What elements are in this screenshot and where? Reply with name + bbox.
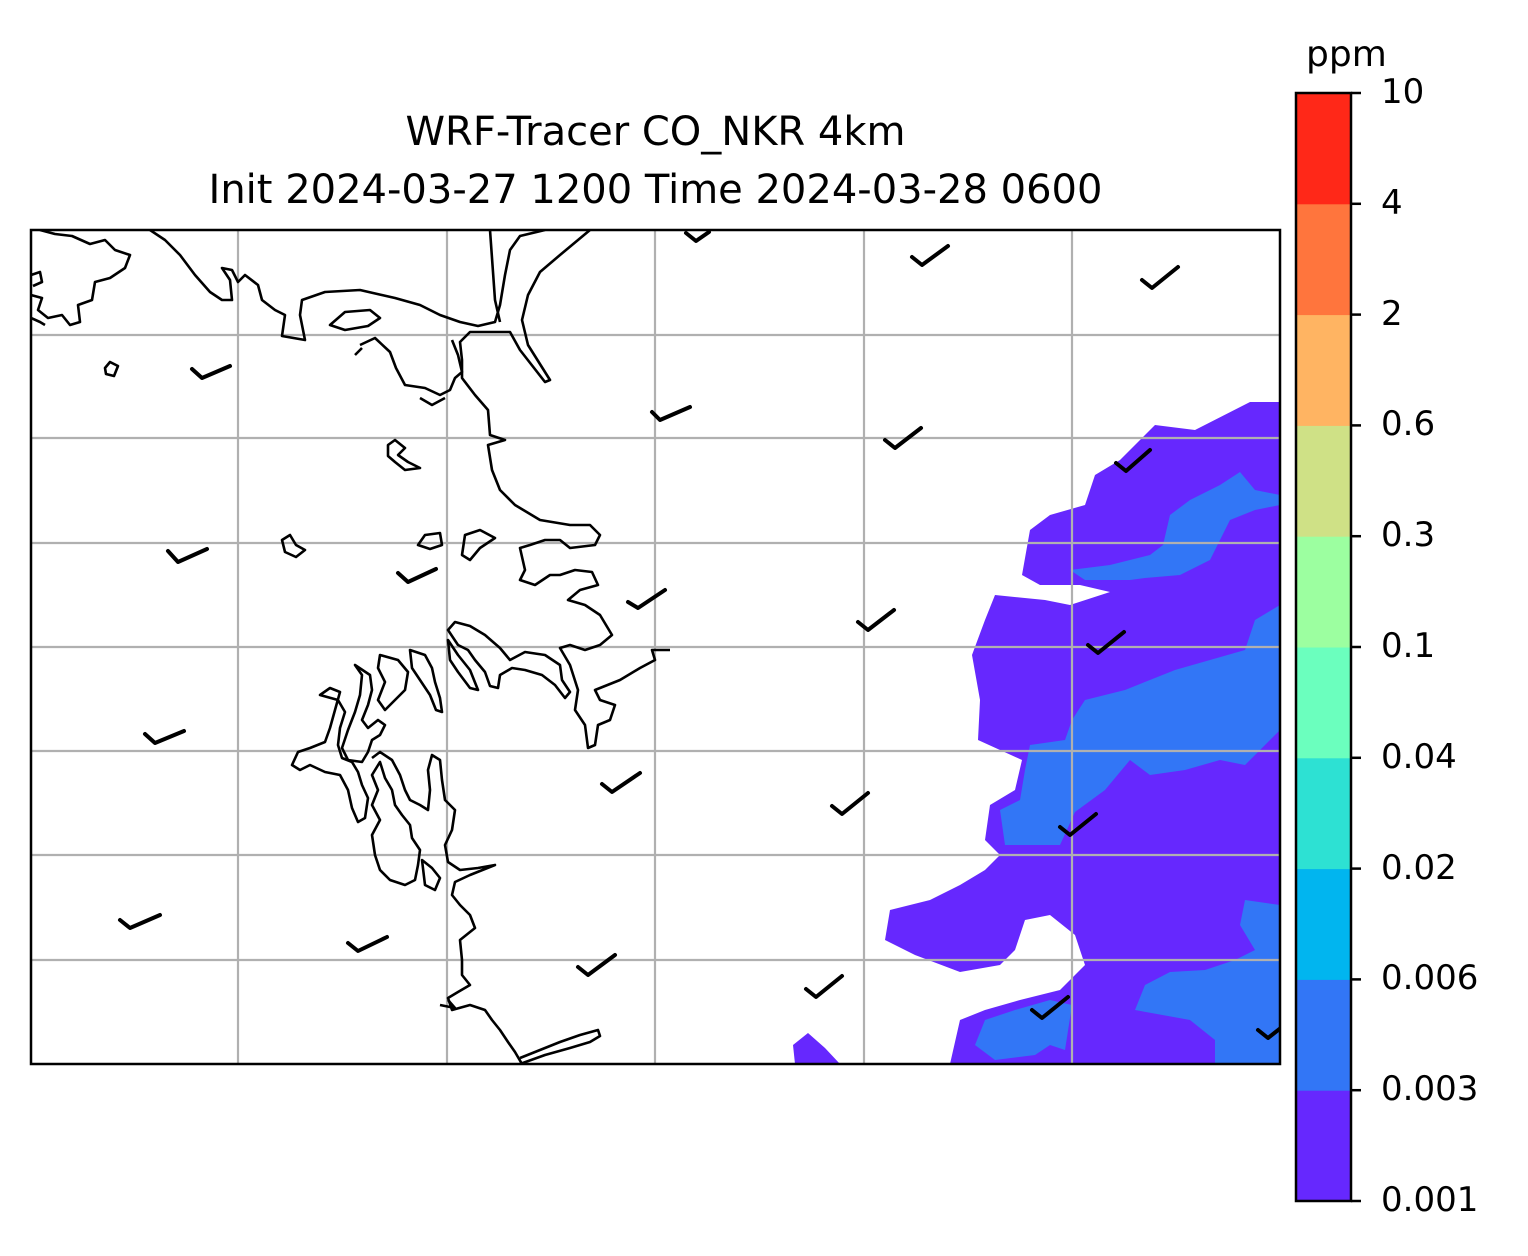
- colorbar-band: [1296, 868, 1351, 980]
- wind-barb: [1086, 630, 1126, 655]
- colorbar-tick-label: 4: [1381, 182, 1403, 223]
- colorbar-band: [1296, 1090, 1351, 1202]
- tracer-field: [793, 402, 1280, 1064]
- colorbar-bands: [1296, 93, 1351, 1202]
- colorbar-tick-label: 10: [1381, 72, 1425, 112]
- wind-barb: [143, 729, 186, 745]
- colorbar-tick-label: 0.1: [1381, 626, 1436, 666]
- wind-barb: [166, 547, 209, 564]
- colorbar-tick-label: 0.6: [1381, 404, 1436, 445]
- tracer-fill-low-sw: [793, 1033, 840, 1064]
- colorbar-tick-label: 0.003: [1381, 1069, 1479, 1110]
- colorbar-band: [1296, 536, 1351, 648]
- colorbar-band: [1296, 979, 1351, 1091]
- colorbar-band: [1296, 93, 1351, 205]
- tracer-fill-mid-1: [1070, 472, 1280, 580]
- colorbar-band: [1296, 757, 1351, 870]
- wind-barb: [346, 935, 389, 953]
- wind-barb: [1030, 995, 1070, 1020]
- map-panel: [31, 230, 1280, 1064]
- colorbar-unit-label: ppm: [1306, 34, 1387, 75]
- wind-barbs: [118, 230, 1280, 1040]
- wind-barb: [396, 567, 438, 584]
- wind-barb: [1058, 812, 1098, 837]
- colorbar-tick-label: 0.006: [1381, 958, 1479, 999]
- wind-barb: [626, 588, 667, 610]
- colorbar: [1294, 91, 1361, 1203]
- wind-barb: [883, 426, 923, 450]
- colorbar-tick-label: 2: [1381, 293, 1403, 334]
- tracer-fill-mid-3: [1135, 900, 1280, 1064]
- colorbar-band: [1296, 314, 1351, 426]
- title-line-1: WRF-Tracer CO_NKR 4km: [405, 109, 906, 155]
- tracer-fill-mid-2: [1000, 605, 1280, 845]
- colorbar-tick-label: 0.3: [1381, 515, 1436, 556]
- wind-barb: [190, 364, 232, 380]
- title-line-2: Init 2024-03-27 1200 Time 2024-03-28 060…: [208, 167, 1103, 213]
- colorbar-tick-label: 0.02: [1381, 847, 1457, 888]
- wind-barb: [576, 953, 617, 977]
- wind-barb: [600, 771, 642, 794]
- wind-barb: [684, 230, 711, 243]
- wind-barb: [650, 405, 692, 422]
- colorbar-band: [1296, 203, 1351, 316]
- coastlines: [31, 230, 670, 1064]
- map-gridlines: [31, 230, 1280, 1064]
- colorbar-band: [1296, 647, 1351, 759]
- colorbar-tick-label: 0.04: [1381, 736, 1457, 777]
- wind-barb: [1114, 448, 1152, 473]
- colorbar-ticks: [1351, 91, 1361, 1203]
- wind-barb: [118, 913, 162, 930]
- map-frame: [29, 228, 1282, 1066]
- wind-barb: [1256, 1026, 1280, 1040]
- wind-barb: [1140, 265, 1180, 290]
- colorbar-band: [1296, 425, 1351, 537]
- colorbar-tick-label: 0.001: [1381, 1180, 1479, 1220]
- wind-barb: [910, 244, 950, 267]
- wind-barb: [804, 974, 844, 999]
- wind-barb: [830, 791, 870, 816]
- wind-barb: [856, 608, 896, 632]
